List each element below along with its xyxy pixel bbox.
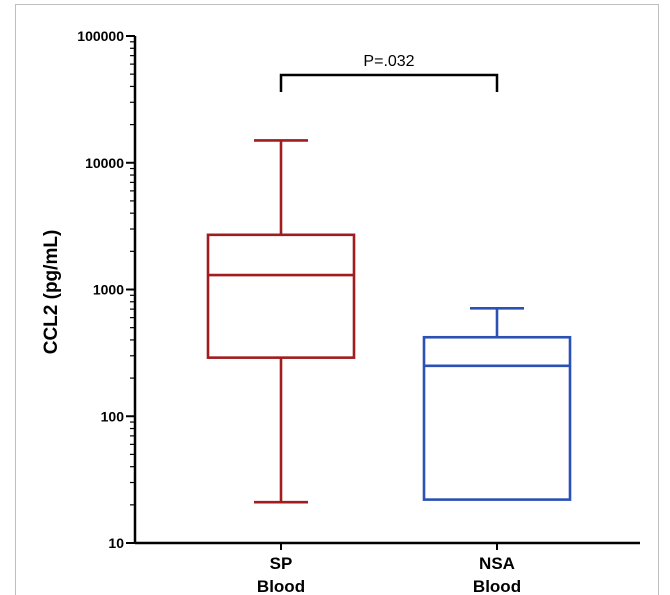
- x-tick-label: SP: [270, 554, 293, 573]
- x-tick-label: NSA: [479, 554, 515, 573]
- x-tick-label: Blood: [473, 577, 521, 595]
- axes: [133, 36, 640, 545]
- y-tick-label: 1000: [93, 282, 124, 298]
- x-axis-labels: SP Blood NSA Blood: [257, 543, 521, 595]
- significance-bracket: [279, 73, 499, 92]
- y-axis-title: CCL2 (pg/mL): [41, 230, 62, 355]
- p-value-label: P=.032: [363, 53, 414, 70]
- y-tick-label: 100000: [77, 28, 124, 44]
- box-sp-blood: [206, 139, 356, 504]
- y-tick-label: 10: [108, 535, 124, 551]
- chart-frame: [15, 4, 659, 595]
- y-tick-label: 10000: [85, 155, 124, 171]
- box-nsa-blood: [422, 307, 572, 501]
- y-axis-ticks: 10 100 1000 10000 100000: [77, 28, 135, 551]
- iqr-box: [422, 335, 572, 501]
- significance-annotation: P=.032: [279, 53, 499, 92]
- y-tick-label: 100: [101, 408, 125, 424]
- x-tick-label: Blood: [257, 577, 305, 595]
- iqr-box: [206, 233, 356, 359]
- boxes: [206, 139, 572, 504]
